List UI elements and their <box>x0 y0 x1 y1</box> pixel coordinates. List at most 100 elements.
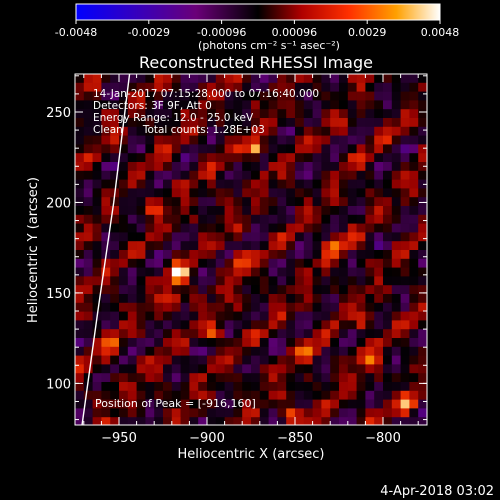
heatmap-cell <box>233 311 243 321</box>
heatmap-cell <box>400 232 410 242</box>
heatmap-cell <box>374 109 384 119</box>
heatmap-cell <box>242 82 252 92</box>
heatmap-cell <box>251 153 261 163</box>
heatmap-cell <box>383 311 393 321</box>
heatmap-cell <box>286 135 296 145</box>
heatmap-cell <box>110 267 120 277</box>
heatmap-cell <box>171 329 181 339</box>
heatmap-cell <box>198 276 208 286</box>
heatmap-cell <box>383 276 393 286</box>
heatmap-cell <box>189 276 199 286</box>
heatmap-cell <box>83 214 93 224</box>
heatmap-cell <box>83 74 93 84</box>
heatmap-cell <box>242 346 252 356</box>
heatmap-cell <box>154 126 164 136</box>
heatmap-cell <box>119 346 129 356</box>
heatmap-cell <box>75 329 85 339</box>
heatmap-cell <box>180 82 190 92</box>
heatmap-cell <box>233 276 243 286</box>
colorbar-ticks: -0.0048 -0.0029 -0.00096 0.00096 0.0029 0.004… <box>55 20 459 39</box>
heatmap-cell <box>119 126 129 136</box>
heatmap-cell <box>312 373 322 383</box>
heatmap-cell <box>268 302 278 312</box>
heatmap-cell <box>383 382 393 392</box>
colorbar <box>75 3 441 21</box>
heatmap-cell <box>127 408 137 418</box>
heatmap-cell <box>119 258 129 268</box>
heatmap-cell <box>92 91 102 101</box>
heatmap-cell <box>215 153 225 163</box>
heatmap-cell <box>198 135 208 145</box>
heatmap-cell <box>180 294 190 304</box>
heatmap-cell <box>198 258 208 268</box>
annotation-line: Detectors: 3F 9F, Att 0 <box>93 100 212 112</box>
heatmap-cell <box>400 91 410 101</box>
heatmap-cell <box>409 197 419 207</box>
heatmap-cell <box>339 276 349 286</box>
heatmap-cell <box>400 417 410 425</box>
heatmap-cell <box>127 355 137 365</box>
heatmap-cell <box>136 355 146 365</box>
heatmap-cell <box>400 144 410 154</box>
heatmap-cell <box>330 144 340 154</box>
annotation-line: Energy Range: 12.0 - 25.0 keV <box>93 112 254 124</box>
heatmap-cell <box>374 417 384 425</box>
heatmap-cell <box>312 276 322 286</box>
heatmap-cell <box>312 144 322 154</box>
heatmap-cell <box>374 144 384 154</box>
heatmap-cell <box>365 338 375 348</box>
heatmap-cell <box>391 382 401 392</box>
heatmap-cell <box>215 250 225 260</box>
heatmap-cell <box>303 276 313 286</box>
heatmap-cell <box>110 285 120 295</box>
heatmap-cell <box>189 346 199 356</box>
heatmap-cell <box>391 100 401 110</box>
heatmap-cell <box>233 214 243 224</box>
heatmap-cell <box>347 214 357 224</box>
heatmap-cell <box>365 267 375 277</box>
heatmap-cell <box>259 109 269 119</box>
heatmap-cell <box>215 346 225 356</box>
heatmap-cell <box>339 408 349 418</box>
heatmap-cell <box>365 214 375 224</box>
heatmap-cell <box>215 91 225 101</box>
heatmap-cell <box>321 82 331 92</box>
heatmap-cell <box>295 338 305 348</box>
heatmap-cell <box>312 302 322 312</box>
heatmap-cell <box>163 329 173 339</box>
heatmap-cell <box>83 188 93 198</box>
heatmap-cell <box>119 232 129 242</box>
heatmap-cell <box>418 267 427 277</box>
heatmap-cell <box>268 311 278 321</box>
heatmap-cell <box>374 338 384 348</box>
heatmap-cell <box>347 382 357 392</box>
heatmap-cell <box>171 338 181 348</box>
heatmap-cell <box>321 382 331 392</box>
heatmap-cell <box>409 118 419 128</box>
heatmap-cell <box>409 285 419 295</box>
heatmap-cell <box>286 417 296 425</box>
heatmap-cell <box>110 109 120 119</box>
heatmap-cell <box>339 153 349 163</box>
heatmap-cell <box>339 285 349 295</box>
heatmap-cell <box>136 364 146 374</box>
heatmap-cell <box>356 91 366 101</box>
heatmap-cell <box>83 153 93 163</box>
heatmap-cell <box>171 223 181 233</box>
heatmap-cell <box>224 241 234 251</box>
heatmap-cell <box>339 126 349 136</box>
heatmap-cell <box>339 135 349 145</box>
heatmap-cell <box>303 232 313 242</box>
heatmap-cell <box>198 399 208 409</box>
heatmap-cell <box>330 153 340 163</box>
heatmap-cell <box>136 408 146 418</box>
heatmap-cell <box>330 408 340 418</box>
heatmap-cell <box>136 126 146 136</box>
heatmap-cell <box>339 294 349 304</box>
heatmap-cell <box>259 346 269 356</box>
heatmap-cell <box>347 294 357 304</box>
heatmap-cell <box>418 232 427 242</box>
heatmap-cell <box>180 320 190 330</box>
heatmap-cell <box>251 170 261 180</box>
heatmap-cell <box>418 373 427 383</box>
